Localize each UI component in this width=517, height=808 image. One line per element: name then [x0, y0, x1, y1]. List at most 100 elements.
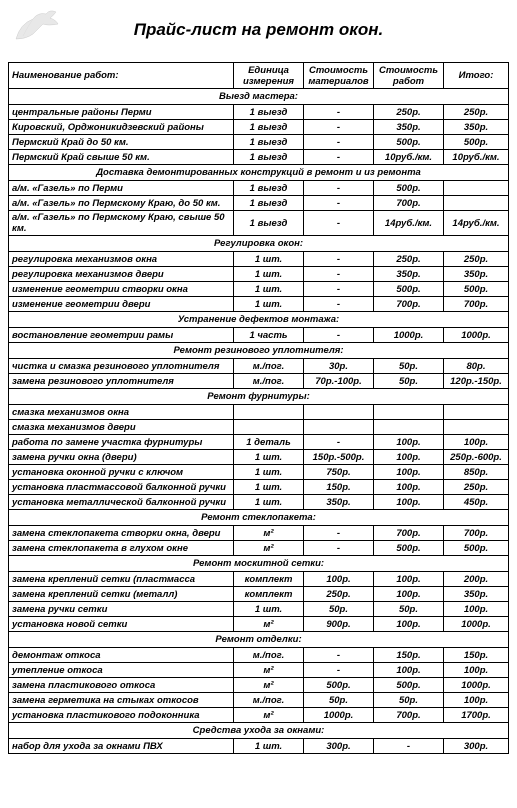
table-row: демонтаж откосам./пог.-150р.150р.	[9, 648, 509, 663]
section-title: Ремонт фурнитуры:	[9, 389, 509, 405]
cell-unit: 1 выезд	[234, 105, 304, 120]
cell-name: замена ручки сетки	[9, 602, 234, 617]
cell-work: 100р.	[374, 450, 444, 465]
section-title: Регулировка окон:	[9, 236, 509, 252]
cell-name: регулировка механизмов окна	[9, 252, 234, 267]
cell-unit: 1 выезд	[234, 150, 304, 165]
cell-total: 300р.	[444, 739, 509, 754]
price-table: Наименование работ: Единица измерения Ст…	[8, 62, 509, 754]
cell-mat: -	[304, 663, 374, 678]
table-row: замена ручки сетки1 шт.50р.50р.100р.	[9, 602, 509, 617]
cell-name: работа по замене участка фурнитуры	[9, 435, 234, 450]
cell-mat: 150р.	[304, 480, 374, 495]
table-row: регулировка механизмов окна1 шт.-250р.25…	[9, 252, 509, 267]
cell-name: чистка и смазка резинового уплотнителя	[9, 359, 234, 374]
table-row: замена пластикового откосам²500р.500р.10…	[9, 678, 509, 693]
section-title: Ремонт отделки:	[9, 632, 509, 648]
cell-unit: 1 часть	[234, 328, 304, 343]
cell-unit: 1 выезд	[234, 135, 304, 150]
cell-total: 100р.	[444, 435, 509, 450]
cell-unit: м²	[234, 663, 304, 678]
cell-work: 500р.	[374, 181, 444, 196]
cell-mat: -	[304, 105, 374, 120]
cell-name: замена резинового уплотнителя	[9, 374, 234, 389]
table-row: замена герметика на стыках откосовм./пог…	[9, 693, 509, 708]
cell-mat: 900р.	[304, 617, 374, 632]
page-title: Прайс-лист на ремонт окон.	[8, 8, 509, 40]
section-header: Ремонт отделки:	[9, 632, 509, 648]
table-row: чистка и смазка резинового уплотнителям.…	[9, 359, 509, 374]
cell-total: 250р.	[444, 105, 509, 120]
cell-work: 10руб./км.	[374, 150, 444, 165]
cell-work: 500р.	[374, 135, 444, 150]
header-materials: Стоимость материалов	[304, 63, 374, 89]
cell-work: 100р.	[374, 480, 444, 495]
cell-work: 700р.	[374, 196, 444, 211]
section-header: Устранение дефектов монтажа:	[9, 312, 509, 328]
cell-work: 100р.	[374, 617, 444, 632]
section-header: Регулировка окон:	[9, 236, 509, 252]
cell-mat: -	[304, 541, 374, 556]
cell-work: 350р.	[374, 120, 444, 135]
table-row: установка новой сетким²900р.100р.1000р.	[9, 617, 509, 632]
table-row: установка пластикового подоконникам²1000…	[9, 708, 509, 723]
cell-name: демонтаж откоса	[9, 648, 234, 663]
cell-mat: -	[304, 435, 374, 450]
cell-mat: 70р.-100р.	[304, 374, 374, 389]
cell-mat: 300р.	[304, 739, 374, 754]
table-row: замена ручки окна (двери)1 шт.150р.-500р…	[9, 450, 509, 465]
cell-name: Пермский Край до 50 км.	[9, 135, 234, 150]
cell-name: утепление откоса	[9, 663, 234, 678]
cell-total: 10руб./км.	[444, 150, 509, 165]
cell-mat: 100р.	[304, 572, 374, 587]
cell-total: 500р.	[444, 282, 509, 297]
cell-work: 700р.	[374, 297, 444, 312]
section-title: Ремонт резинового уплотнителя:	[9, 343, 509, 359]
cell-mat: -	[304, 648, 374, 663]
cell-work: 150р.	[374, 648, 444, 663]
header-unit: Единица измерения	[234, 63, 304, 89]
cell-name: центральные районы Перми	[9, 105, 234, 120]
cell-mat: 250р.	[304, 587, 374, 602]
cell-name: установка металлической балконной ручки	[9, 495, 234, 510]
cell-work: 50р.	[374, 359, 444, 374]
cell-unit: 1 шт.	[234, 739, 304, 754]
cell-total: 500р.	[444, 135, 509, 150]
cell-unit	[234, 405, 304, 420]
cell-work: -	[374, 739, 444, 754]
section-header: Выезд мастера:	[9, 89, 509, 105]
section-title: Доставка демонтированных конструкций в р…	[9, 165, 509, 181]
section-title: Выезд мастера:	[9, 89, 509, 105]
cell-work: 50р.	[374, 374, 444, 389]
cell-work: 250р.	[374, 105, 444, 120]
cell-total: 350р.	[444, 267, 509, 282]
cell-unit: м./пог.	[234, 374, 304, 389]
cell-total: 1000р.	[444, 678, 509, 693]
cell-name: смазка механизмов двери	[9, 420, 234, 435]
cell-work: 500р.	[374, 678, 444, 693]
table-row: а/м. «Газель» по Пермскому Краю, до 50 к…	[9, 196, 509, 211]
cell-mat: -	[304, 282, 374, 297]
cell-name: замена стеклопакета в глухом окне	[9, 541, 234, 556]
cell-mat: -	[304, 267, 374, 282]
cell-name: смазка механизмов окна	[9, 405, 234, 420]
table-row: утепление откосам²-100р.100р.	[9, 663, 509, 678]
table-row: Пермский Край свыше 50 км.1 выезд-10руб.…	[9, 150, 509, 165]
cell-work: 500р.	[374, 282, 444, 297]
cell-work: 500р.	[374, 541, 444, 556]
cell-total: 200р.	[444, 572, 509, 587]
cell-name: набор для ухода за окнами ПВХ	[9, 739, 234, 754]
cell-name: замена креплений сетки (металл)	[9, 587, 234, 602]
cell-mat: 30р.	[304, 359, 374, 374]
cell-unit: 1 деталь	[234, 435, 304, 450]
cell-total	[444, 405, 509, 420]
page-header: Прайс-лист на ремонт окон.	[8, 8, 509, 56]
cell-mat: -	[304, 150, 374, 165]
cell-mat: -	[304, 328, 374, 343]
section-header: Ремонт москитной сетки:	[9, 556, 509, 572]
cell-mat	[304, 405, 374, 420]
section-header: Средства ухода за окнами:	[9, 723, 509, 739]
cell-mat: 350р.	[304, 495, 374, 510]
cell-name: а/м. «Газель» по Пермскому Краю, свыше 5…	[9, 211, 234, 236]
cell-name: установка пластикового подоконника	[9, 708, 234, 723]
